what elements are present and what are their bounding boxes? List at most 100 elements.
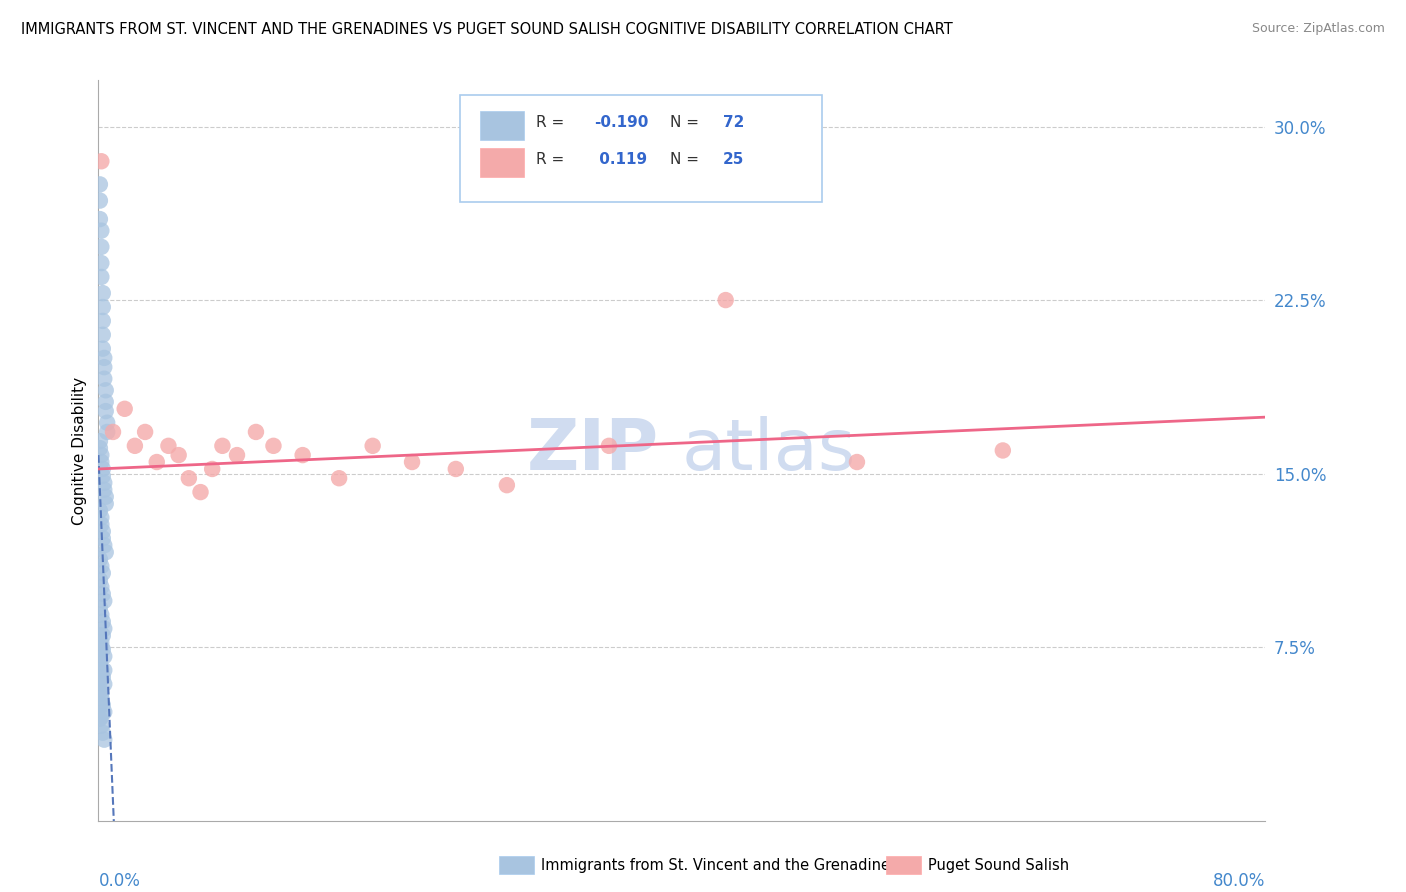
Point	[91, 615, 114, 629]
Point	[90, 640, 112, 654]
Point	[91, 628, 114, 642]
Point	[134, 425, 156, 439]
Point	[90, 635, 112, 649]
Point	[328, 471, 350, 485]
Point	[90, 269, 112, 284]
Point	[90, 709, 112, 723]
Point	[91, 566, 114, 580]
Point	[177, 471, 200, 485]
Point	[91, 524, 114, 539]
Point	[101, 425, 124, 439]
Point	[90, 448, 112, 462]
Text: Source: ZipAtlas.com: Source: ZipAtlas.com	[1251, 22, 1385, 36]
Point	[96, 416, 118, 430]
Point	[89, 712, 111, 726]
Point	[91, 327, 114, 342]
Point	[89, 212, 111, 227]
Point	[157, 439, 180, 453]
Point	[89, 600, 111, 615]
Point	[93, 594, 115, 608]
Point	[114, 401, 136, 416]
Point	[714, 293, 737, 307]
Point	[96, 425, 118, 439]
Text: ZIP: ZIP	[526, 416, 658, 485]
Point	[90, 256, 112, 270]
Point	[90, 455, 112, 469]
Point	[90, 510, 112, 524]
Point	[89, 194, 111, 208]
Text: 72: 72	[723, 115, 744, 130]
Point	[89, 684, 111, 698]
Point	[89, 573, 111, 587]
Text: N =: N =	[671, 115, 704, 130]
Point	[93, 475, 115, 490]
Point	[91, 587, 114, 601]
Point	[93, 483, 115, 497]
Text: atlas: atlas	[682, 416, 856, 485]
Point	[94, 545, 117, 559]
Point	[90, 663, 112, 677]
Point	[91, 286, 114, 301]
Point	[89, 178, 111, 192]
Y-axis label: Cognitive Disability: Cognitive Disability	[72, 376, 87, 524]
Point	[93, 538, 115, 552]
Point	[89, 651, 111, 665]
Point	[89, 441, 111, 455]
Point	[94, 395, 117, 409]
Point	[598, 439, 620, 453]
Point	[91, 300, 114, 314]
Point	[91, 469, 114, 483]
Point	[846, 455, 869, 469]
Point	[93, 663, 115, 677]
Point	[91, 670, 114, 684]
Point	[91, 462, 114, 476]
Point	[91, 642, 114, 657]
Point	[201, 462, 224, 476]
Point	[89, 674, 111, 689]
Point	[90, 224, 112, 238]
Point	[90, 607, 112, 622]
Point	[167, 448, 190, 462]
Text: 80.0%: 80.0%	[1213, 871, 1265, 889]
Point	[91, 314, 114, 328]
Point	[89, 657, 111, 671]
Point	[94, 404, 117, 418]
Point	[401, 455, 423, 469]
Text: R =: R =	[536, 115, 569, 130]
Point	[91, 698, 114, 712]
Point	[93, 351, 115, 365]
Point	[90, 240, 112, 254]
Point	[291, 448, 314, 462]
Point	[90, 691, 112, 706]
Text: Immigrants from St. Vincent and the Grenadines: Immigrants from St. Vincent and the Gren…	[541, 858, 898, 872]
Point	[90, 559, 112, 574]
Point	[89, 552, 111, 566]
Point	[190, 485, 212, 500]
Point	[93, 677, 115, 691]
Point	[91, 532, 114, 546]
Point	[444, 462, 467, 476]
Point	[90, 686, 112, 700]
Text: 25: 25	[723, 152, 744, 167]
Point	[262, 439, 284, 453]
Point	[93, 705, 115, 719]
Point	[89, 503, 111, 517]
Point	[90, 719, 112, 733]
Text: 0.119: 0.119	[595, 152, 648, 167]
FancyBboxPatch shape	[479, 112, 524, 139]
Point	[361, 439, 384, 453]
Point	[91, 725, 114, 739]
Point	[90, 154, 112, 169]
Point	[93, 372, 115, 386]
Text: R =: R =	[536, 152, 569, 167]
Point	[93, 360, 115, 375]
Point	[89, 434, 111, 449]
Point	[91, 342, 114, 356]
FancyBboxPatch shape	[460, 95, 823, 202]
Point	[496, 478, 519, 492]
Text: Puget Sound Salish: Puget Sound Salish	[928, 858, 1069, 872]
Text: -0.190: -0.190	[595, 115, 648, 130]
Point	[93, 622, 115, 636]
Point	[94, 384, 117, 398]
FancyBboxPatch shape	[479, 148, 524, 177]
